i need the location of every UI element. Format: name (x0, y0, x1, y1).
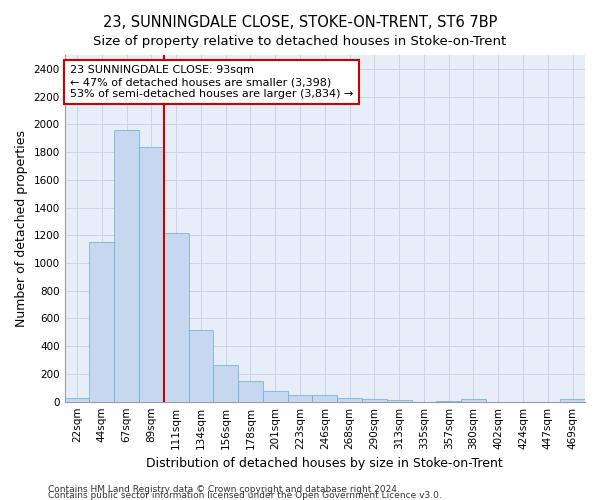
Text: Contains public sector information licensed under the Open Government Licence v3: Contains public sector information licen… (48, 492, 442, 500)
Bar (89, 242, 114, 402)
Bar (139, 147, 164, 402)
Bar (287, 394, 313, 402)
Bar (387, 400, 412, 402)
Bar (65, 398, 89, 402)
Text: Contains HM Land Registry data © Crown copyright and database right 2024.: Contains HM Land Registry data © Crown c… (48, 486, 400, 494)
Bar (436, 401, 461, 402)
X-axis label: Distribution of detached houses by size in Stoke-on-Trent: Distribution of detached houses by size … (146, 457, 503, 470)
Bar (362, 399, 387, 402)
Bar (214, 365, 238, 402)
Text: Size of property relative to detached houses in Stoke-on-Trent: Size of property relative to detached ho… (94, 35, 506, 48)
Bar (238, 381, 263, 402)
Bar (313, 396, 337, 402)
Bar (263, 390, 287, 402)
Bar (188, 330, 214, 402)
Y-axis label: Number of detached properties: Number of detached properties (15, 130, 28, 327)
Bar (461, 399, 486, 402)
Bar (560, 399, 585, 402)
Bar (337, 398, 362, 402)
Bar (114, 130, 139, 402)
Text: 23, SUNNINGDALE CLOSE, STOKE-ON-TRENT, ST6 7BP: 23, SUNNINGDALE CLOSE, STOKE-ON-TRENT, S… (103, 15, 497, 30)
Text: 23 SUNNINGDALE CLOSE: 93sqm
← 47% of detached houses are smaller (3,398)
53% of : 23 SUNNINGDALE CLOSE: 93sqm ← 47% of det… (70, 66, 353, 98)
Bar (164, 233, 188, 402)
